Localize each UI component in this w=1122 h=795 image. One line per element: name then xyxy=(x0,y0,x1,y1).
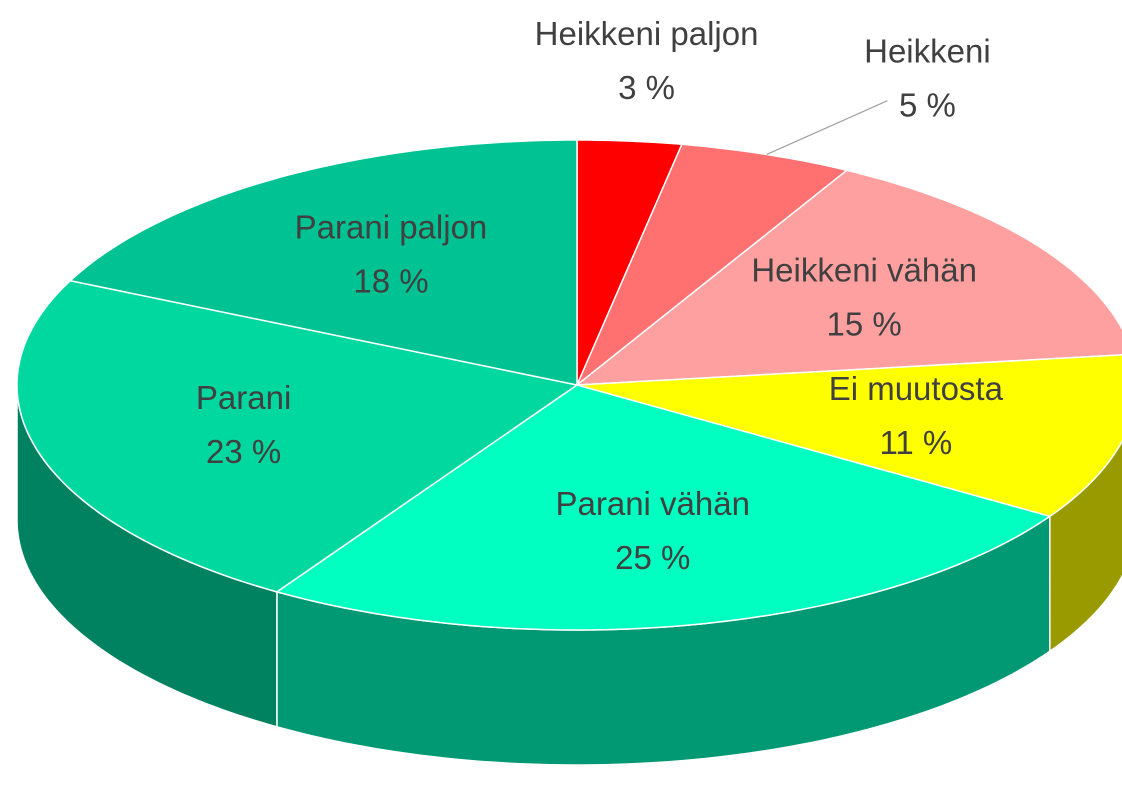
data-label-name: Heikkeni paljon xyxy=(535,15,759,52)
data-label-value: 23 % xyxy=(206,433,281,470)
slice xyxy=(68,139,578,386)
data-label-value: 18 % xyxy=(353,262,428,299)
slice xyxy=(576,143,849,386)
data-label-value: 5 % xyxy=(899,86,956,123)
data-label-value: 3 % xyxy=(618,69,675,106)
data-label-name: Parani xyxy=(196,379,291,416)
slice xyxy=(275,384,1052,631)
slice xyxy=(16,279,579,593)
slice xyxy=(574,169,1122,386)
data-label-name: Heikkeni vähän xyxy=(751,251,977,288)
data-label-value: 25 % xyxy=(615,539,690,576)
data-label-name: Ei muutosta xyxy=(829,370,1004,407)
data-label-name: Parani paljon xyxy=(295,208,488,245)
data-label-value: 15 % xyxy=(827,305,902,342)
data-label-name: Heikkeni xyxy=(864,32,991,69)
data-label-value: 11 % xyxy=(879,424,952,461)
slice xyxy=(576,354,1122,518)
leader-line xyxy=(766,100,888,156)
data-label-name: Parani vähän xyxy=(555,485,749,522)
